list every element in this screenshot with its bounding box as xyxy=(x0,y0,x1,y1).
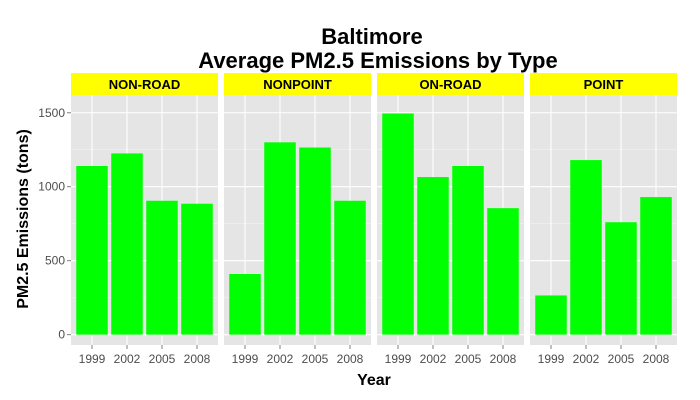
bar-non-road-2005 xyxy=(146,200,178,335)
bar-non-road-2002 xyxy=(111,153,143,335)
x-tick-label: 2008 xyxy=(490,352,517,366)
facet-strip-non-road xyxy=(71,73,218,95)
y-axis-title: PM2.5 Emissions (tons) xyxy=(15,129,32,309)
x-tick-label: 2002 xyxy=(573,352,600,366)
chart-title: Baltimore xyxy=(321,24,422,49)
facet-strip-point xyxy=(530,73,677,95)
x-tick-label: 2002 xyxy=(114,352,141,366)
bar-on-road-1999 xyxy=(382,113,414,335)
x-tick-label: 1999 xyxy=(232,352,259,366)
y-tick-label: 500 xyxy=(45,254,65,268)
y-tick-label: 1500 xyxy=(38,106,65,120)
x-tick-label: 2005 xyxy=(302,352,329,366)
y-tick-label: 1000 xyxy=(38,180,65,194)
facet-label-nonpoint: NONPOINT xyxy=(263,77,332,92)
y-tick-label: 0 xyxy=(58,328,65,342)
bar-non-road-2008 xyxy=(181,203,213,335)
x-tick-label: 2008 xyxy=(184,352,211,366)
bar-nonpoint-2008 xyxy=(334,200,366,335)
x-tick-label: 1999 xyxy=(538,352,565,366)
chart-subtitle: Average PM2.5 Emissions by Type xyxy=(198,48,557,73)
x-tick-label: 2008 xyxy=(337,352,364,366)
bar-on-road-2005 xyxy=(452,166,484,335)
x-tick-label: 1999 xyxy=(79,352,106,366)
facet-label-on-road: ON-ROAD xyxy=(419,77,481,92)
bar-nonpoint-2002 xyxy=(264,142,296,335)
x-tick-label: 2008 xyxy=(643,352,670,366)
x-tick-label: 2002 xyxy=(420,352,447,366)
facet-panels: NON-ROAD 1999 2002 2005 2008 NONPOINT 1999 2002… xyxy=(71,73,677,366)
x-axis-title: Year xyxy=(357,372,391,389)
x-tick-label: 2005 xyxy=(608,352,635,366)
bar-on-road-2002 xyxy=(417,177,449,335)
facet-strip-on-road xyxy=(377,73,524,95)
bar-point-2008 xyxy=(640,197,672,335)
bar-nonpoint-2005 xyxy=(299,147,331,335)
x-tick-label: 2002 xyxy=(267,352,294,366)
bar-point-2005 xyxy=(605,222,637,335)
bar-point-2002 xyxy=(570,160,602,335)
bar-point-1999 xyxy=(535,295,567,335)
bar-nonpoint-1999 xyxy=(229,273,261,335)
x-tick-label: 2005 xyxy=(455,352,482,366)
facet-label-point: POINT xyxy=(584,77,624,92)
y-axis: 0 500 1000 1500 xyxy=(38,106,71,342)
facet-strip-nonpoint xyxy=(224,73,371,95)
x-tick-label: 1999 xyxy=(385,352,412,366)
x-tick-label: 2005 xyxy=(149,352,176,366)
bar-on-road-2008 xyxy=(487,208,519,335)
bar-non-road-1999 xyxy=(76,166,108,335)
facet-label-non-road: NON-ROAD xyxy=(109,77,181,92)
